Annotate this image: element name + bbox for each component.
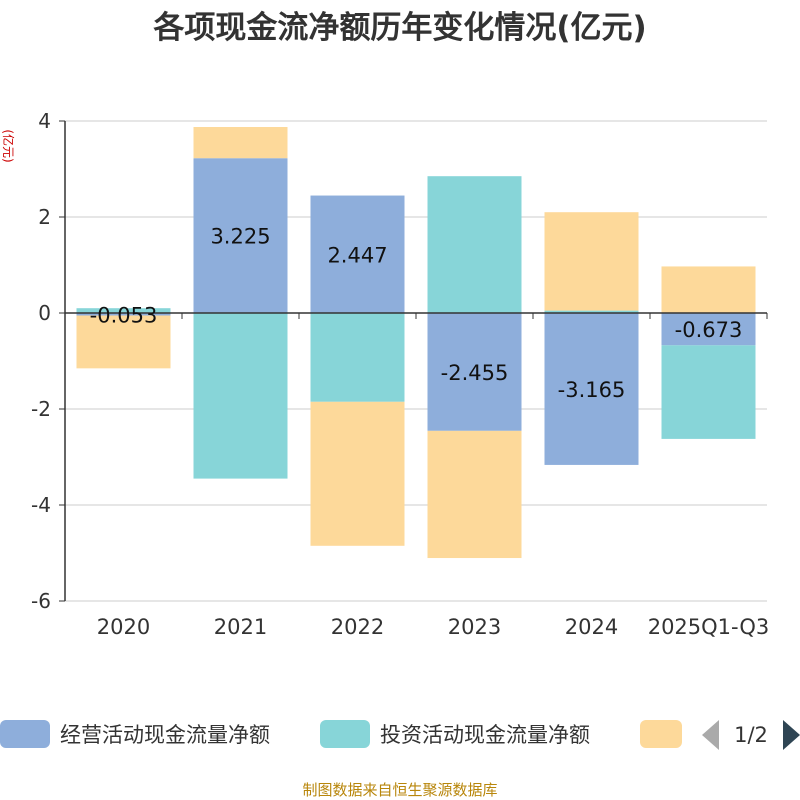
x-tick-label: 2020 xyxy=(97,615,150,639)
gridlines xyxy=(65,120,767,602)
x-tick-label: 2023 xyxy=(448,615,501,639)
source-footer: 制图数据来自恒生聚源数据库 xyxy=(302,781,497,799)
y-tick-label: 2 xyxy=(38,205,51,229)
legend-next-page-arrow-icon[interactable] xyxy=(783,720,800,750)
data-labels: -0.053 3.225 2.447 -2.455 -3.165 -0.673 xyxy=(90,225,743,402)
data-label: 2.447 xyxy=(327,243,387,267)
data-label: -0.673 xyxy=(675,318,743,342)
legend-page-indicator: 1/2 xyxy=(734,723,768,747)
bar-2[interactable] xyxy=(427,176,522,313)
legend-prev-page-arrow-icon[interactable] xyxy=(702,720,719,750)
legend-swatch-investing[interactable] xyxy=(320,720,370,748)
y-tick-label: 4 xyxy=(38,109,51,133)
bar-2[interactable] xyxy=(193,313,288,479)
x-tick-label: 2024 xyxy=(565,615,618,639)
bar-1[interactable] xyxy=(427,313,522,431)
bar-2[interactable] xyxy=(76,308,171,313)
y-tick-label: -4 xyxy=(31,493,51,517)
bar-3[interactable] xyxy=(427,430,522,559)
legend-label-investing[interactable]: 投资活动现金流量净额 xyxy=(380,723,590,747)
x-tick-label: 2021 xyxy=(214,615,267,639)
x-tick-label: 2025Q1-Q3 xyxy=(648,615,770,639)
y-tick-label: 0 xyxy=(38,301,51,325)
y-tick-label: -6 xyxy=(31,589,51,613)
bar-2[interactable] xyxy=(310,313,405,402)
legend-swatch-third-series[interactable] xyxy=(640,720,682,748)
bar-1[interactable] xyxy=(661,313,756,346)
data-label: -2.455 xyxy=(441,361,509,385)
x-tick-label: 2022 xyxy=(331,615,384,639)
legend-label-operating[interactable]: 经营活动现金流量净额 xyxy=(60,723,270,747)
chart-title: 各项现金流净额历年变化情况(亿元) xyxy=(152,10,646,46)
bar-3[interactable] xyxy=(76,315,171,369)
data-label: 3.225 xyxy=(210,225,270,249)
axes: 4 2 0 -2 -4 -6 2020 2021 2022 2023 2024 2025Q1-Q3 xyxy=(31,109,769,639)
bar-3[interactable] xyxy=(661,266,756,313)
bar-3[interactable] xyxy=(310,401,405,546)
legend-swatch-operating[interactable] xyxy=(0,720,50,748)
bar-1[interactable] xyxy=(544,313,639,465)
bars xyxy=(76,127,756,559)
bar-3[interactable] xyxy=(193,127,288,159)
bar-2[interactable] xyxy=(661,345,756,439)
bar-1[interactable] xyxy=(193,158,288,313)
data-label: -0.053 xyxy=(90,303,158,327)
bar-1[interactable] xyxy=(310,195,405,313)
legend: 经营活动现金流量净额 投资活动现金流量净额 1/2 xyxy=(0,720,800,750)
y-axis-unit-label: (亿元) xyxy=(1,129,16,162)
bar-3[interactable] xyxy=(544,212,639,311)
bar-1[interactable] xyxy=(76,313,171,316)
bar-2[interactable] xyxy=(544,310,639,313)
data-label: -3.165 xyxy=(558,378,626,402)
y-tick-label: -2 xyxy=(31,397,51,421)
